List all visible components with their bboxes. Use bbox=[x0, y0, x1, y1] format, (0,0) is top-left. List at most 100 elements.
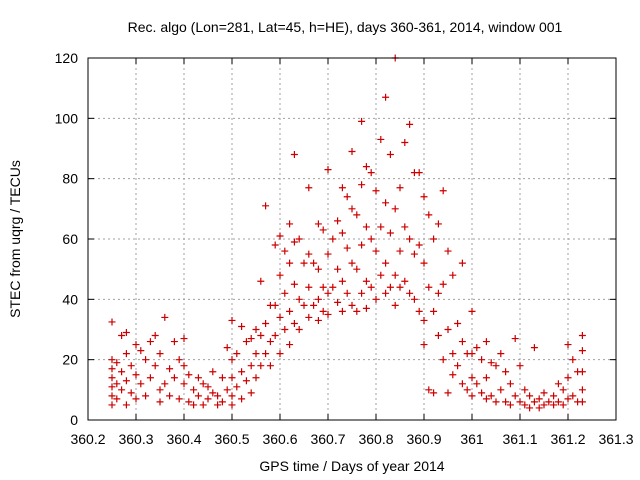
data-point bbox=[214, 392, 222, 400]
data-point bbox=[142, 356, 150, 364]
data-point bbox=[252, 326, 260, 333]
data-point bbox=[334, 298, 342, 306]
data-point bbox=[262, 319, 270, 327]
data-point bbox=[214, 401, 222, 409]
data-point bbox=[478, 356, 486, 364]
data-point bbox=[578, 398, 586, 406]
data-point bbox=[329, 283, 337, 291]
data-point bbox=[382, 289, 390, 297]
data-point bbox=[132, 341, 140, 349]
data-point bbox=[487, 392, 495, 400]
data-point bbox=[238, 368, 246, 376]
data-point bbox=[262, 202, 270, 210]
x-tick-label: 360.8 bbox=[358, 431, 393, 447]
data-point bbox=[113, 380, 121, 388]
data-point bbox=[358, 117, 366, 125]
data-point bbox=[434, 332, 442, 340]
data-point bbox=[223, 344, 231, 352]
data-point bbox=[281, 289, 289, 297]
data-point bbox=[314, 220, 322, 228]
data-point bbox=[286, 307, 294, 315]
y-tick-label: 80 bbox=[62, 171, 78, 187]
data-point bbox=[526, 404, 534, 412]
axis-ticks bbox=[87, 57, 617, 421]
data-point bbox=[406, 120, 414, 128]
data-point bbox=[492, 362, 500, 370]
data-point bbox=[578, 332, 586, 340]
data-point bbox=[502, 398, 510, 406]
data-point bbox=[382, 93, 390, 101]
data-point bbox=[454, 362, 462, 370]
y-tick-label: 100 bbox=[55, 110, 79, 126]
data-point bbox=[305, 250, 313, 258]
data-point bbox=[338, 277, 346, 285]
chart-title: Rec. algo (Lon=281, Lat=45, h=HE), days … bbox=[128, 19, 563, 35]
data-point bbox=[194, 392, 202, 400]
data-point bbox=[118, 368, 126, 376]
data-point bbox=[108, 392, 116, 400]
data-point bbox=[425, 386, 433, 394]
data-point bbox=[569, 356, 577, 364]
data-point bbox=[252, 374, 260, 382]
y-tick-label: 40 bbox=[62, 291, 78, 307]
data-point bbox=[382, 259, 390, 267]
data-point bbox=[449, 271, 457, 279]
y-tick-label: 20 bbox=[62, 352, 78, 368]
data-point bbox=[329, 235, 337, 243]
data-point bbox=[468, 307, 476, 315]
data-point bbox=[449, 371, 457, 379]
data-point bbox=[386, 229, 394, 237]
data-point bbox=[156, 398, 164, 406]
data-point bbox=[444, 247, 452, 255]
data-point bbox=[401, 277, 409, 285]
data-point bbox=[161, 313, 169, 321]
x-tick-label: 360.7 bbox=[310, 431, 345, 447]
data-point bbox=[348, 301, 356, 309]
data-point bbox=[338, 184, 346, 192]
x-tick-label: 360.6 bbox=[262, 431, 297, 447]
x-tick-label: 361 bbox=[460, 431, 484, 447]
data-point bbox=[310, 259, 318, 267]
data-point bbox=[166, 365, 174, 373]
data-point bbox=[281, 326, 289, 333]
data-point bbox=[271, 332, 279, 340]
data-point bbox=[334, 217, 342, 225]
data-point bbox=[175, 356, 183, 364]
data-point bbox=[511, 335, 519, 343]
data-point bbox=[247, 362, 255, 370]
data-point bbox=[492, 398, 500, 406]
data-point bbox=[550, 392, 558, 400]
data-point bbox=[468, 374, 476, 382]
data-point bbox=[367, 169, 375, 177]
data-point bbox=[372, 247, 380, 255]
y-tick-label: 120 bbox=[55, 50, 79, 66]
x-axis-label: GPS time / Days of year 2014 bbox=[259, 458, 444, 474]
data-point bbox=[444, 389, 452, 397]
data-point bbox=[266, 338, 274, 346]
data-point bbox=[420, 193, 428, 201]
data-point bbox=[458, 380, 466, 388]
data-point bbox=[434, 220, 442, 228]
data-points bbox=[108, 54, 586, 412]
data-point bbox=[132, 395, 140, 403]
y-tick-label: 0 bbox=[70, 412, 78, 428]
data-point bbox=[348, 259, 356, 267]
data-point bbox=[482, 395, 490, 403]
data-point bbox=[137, 347, 145, 355]
data-point bbox=[410, 250, 418, 258]
data-point bbox=[209, 368, 217, 376]
grid bbox=[88, 58, 616, 420]
data-point bbox=[257, 362, 265, 370]
data-point bbox=[108, 383, 116, 391]
data-point bbox=[233, 383, 241, 391]
data-point bbox=[343, 244, 351, 252]
data-point bbox=[118, 332, 126, 340]
data-point bbox=[319, 283, 327, 291]
data-point bbox=[377, 135, 385, 143]
data-point bbox=[199, 380, 207, 388]
data-point bbox=[526, 392, 534, 400]
data-point bbox=[276, 313, 284, 321]
data-point bbox=[276, 350, 284, 358]
data-point bbox=[218, 374, 226, 382]
data-point bbox=[367, 283, 375, 291]
